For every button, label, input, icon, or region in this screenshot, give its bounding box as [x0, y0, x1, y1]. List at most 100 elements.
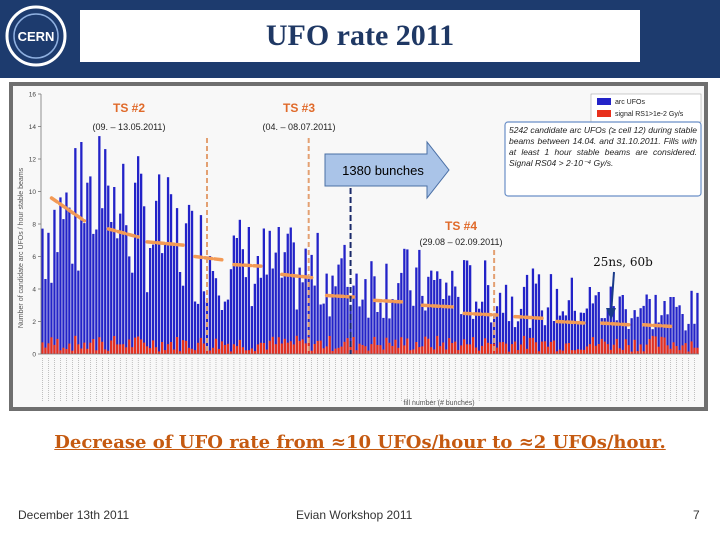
bar-signal — [364, 346, 367, 354]
bar-signal — [337, 347, 340, 354]
bar-signal — [280, 343, 283, 354]
ts4-dates: (29.08 – 02.09.2011) — [420, 237, 503, 247]
bar-arc-ufos — [71, 263, 74, 354]
bar-arc-ufos — [519, 308, 523, 354]
page-title: UFO rate 2011 — [265, 19, 455, 52]
bar-signal — [543, 341, 547, 354]
bar-arc-ufos — [498, 292, 502, 354]
ufo-rate-chart: 0 2 4 6 8 10 12 14 16 Number of candidate arc UF… — [13, 86, 704, 407]
bar-signal — [208, 350, 212, 354]
bar-signal — [125, 347, 128, 354]
bar-arc-ufos — [400, 272, 403, 354]
bar-arc-ufos — [340, 258, 343, 354]
bunches-arrow: 1380 bunches — [324, 140, 450, 200]
bar-signal — [391, 346, 394, 354]
bar-signal — [528, 337, 532, 354]
bar-arc-ufos — [289, 227, 292, 354]
bar-signal — [585, 346, 588, 354]
bar-arc-ufos — [558, 315, 562, 354]
bar-signal — [621, 349, 624, 354]
bar-arc-ufos — [573, 310, 576, 354]
markers-group — [205, 138, 496, 354]
bar-signal — [576, 349, 579, 354]
bar-signal — [50, 337, 53, 354]
bar-signal — [612, 344, 615, 354]
bar-arc-ufos — [615, 320, 618, 354]
ts4-annotation: TS #4 (29.08 – 02.09.2011) — [420, 219, 503, 247]
bar-arc-ufos — [65, 192, 68, 354]
bar-arc-ufos — [487, 285, 490, 354]
bar-signal — [80, 348, 83, 354]
bar-arc-ufos — [567, 300, 570, 354]
bar-arc-ufos — [313, 285, 316, 354]
trend-segment — [372, 298, 407, 304]
bar-arc-ufos — [469, 265, 472, 354]
bar-arc-ufos — [382, 317, 385, 354]
bar-arc-ufos — [636, 316, 639, 354]
bar-signal — [304, 343, 307, 354]
bar-signal — [367, 350, 370, 354]
bar-signal — [624, 339, 627, 354]
bar-arc-ufos — [684, 330, 687, 354]
bar-signal — [487, 342, 490, 354]
bar-signal — [439, 346, 442, 354]
bar-arc-ufos — [657, 322, 660, 354]
bar-signal — [513, 341, 517, 354]
bar-signal — [373, 336, 376, 354]
bar-arc-ufos — [149, 248, 152, 354]
bar-signal — [361, 345, 364, 354]
bar-arc-ufos — [286, 233, 289, 354]
bar-arc-ufos — [193, 301, 197, 354]
bar-arc-ufos — [244, 277, 247, 354]
bar-arc-ufos — [229, 269, 233, 354]
bar-arc-ufos — [421, 295, 424, 354]
bar-arc-ufos — [199, 215, 203, 354]
bar-signal — [256, 344, 259, 354]
bar-arc-ufos — [316, 232, 319, 354]
bar-arc-ufos — [561, 311, 564, 354]
bar-signal — [442, 342, 445, 354]
bar-signal — [274, 344, 277, 354]
bar-arc-ufos — [666, 314, 669, 354]
bar-signal — [522, 335, 526, 354]
bar-arc-ufos — [343, 244, 346, 354]
bar-signal — [651, 335, 654, 354]
bar-signal — [675, 346, 678, 354]
y-tick-label: 4 — [32, 287, 36, 294]
legend-swatch-arc — [597, 98, 611, 105]
trend-segment — [232, 262, 266, 269]
y-tick-label: 10 — [29, 189, 37, 196]
bar-arc-ufos — [137, 156, 140, 354]
bar-arc-ufos — [484, 260, 487, 354]
bar-arc-ufos — [253, 283, 256, 354]
title-box: UFO rate 2011 — [80, 10, 640, 62]
bar-arc-ufos — [522, 286, 526, 354]
bar-arc-ufos — [457, 296, 460, 354]
bar-arc-ufos — [128, 256, 131, 354]
bar-signal — [358, 343, 361, 354]
bar-arc-ufos — [202, 291, 206, 354]
bar-arc-ufos — [181, 285, 185, 354]
bar-arc-ufos — [298, 267, 301, 354]
bar-signal — [166, 344, 170, 354]
bar-signal — [582, 349, 585, 354]
bar-signal — [95, 350, 98, 354]
bar-signal — [283, 338, 286, 354]
bar-signal — [684, 343, 687, 354]
cern-logo-text: CERN — [18, 29, 55, 44]
bar-arc-ufos — [681, 314, 684, 354]
bar-arc-ufos — [250, 306, 253, 354]
bar-arc-ufos — [59, 197, 62, 354]
bar-arc-ufos — [83, 223, 86, 354]
ts2-annotation: TS #2 (09. – 13.05.2011) — [93, 101, 166, 132]
bar-arc-ufos — [277, 227, 280, 354]
bar-arc-ufos — [403, 248, 406, 354]
bar-arc-ufos — [397, 283, 400, 354]
bar-signal — [301, 339, 304, 354]
bar-arc-ufos — [223, 301, 227, 354]
bar-signal — [552, 340, 556, 354]
bar-signal — [247, 350, 250, 354]
bar-signal — [370, 344, 373, 354]
bar-signal — [313, 344, 316, 354]
bar-arc-ufos — [175, 208, 179, 354]
